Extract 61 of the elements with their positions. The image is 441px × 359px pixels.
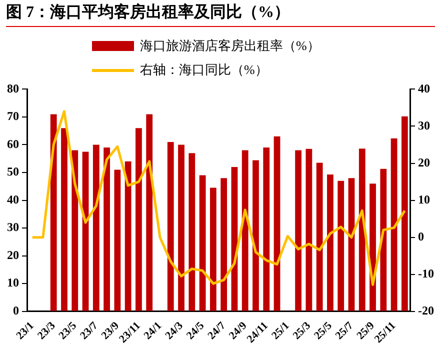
bar <box>348 178 355 311</box>
bar <box>390 138 398 311</box>
bar <box>188 153 196 311</box>
bar <box>50 114 57 311</box>
x-tick-label: 23/3 <box>35 319 58 342</box>
y2-tick-label: 20 <box>418 155 430 170</box>
bar <box>82 152 89 311</box>
x-tick-label: 25/5 <box>312 319 335 342</box>
y2-tick-label: 30 <box>418 118 430 132</box>
x-tick-label: 24/7 <box>206 319 228 342</box>
bar <box>61 128 68 311</box>
bar <box>220 178 228 311</box>
bar <box>104 148 110 311</box>
x-tick-label: 25/7 <box>333 319 356 342</box>
y-tick-label: 10 <box>7 276 19 290</box>
bar <box>72 150 78 311</box>
bar <box>263 148 270 311</box>
y-tick-label: 20 <box>7 248 19 262</box>
y-tick-label: 70 <box>7 109 19 124</box>
y-tick-label: 60 <box>7 136 19 151</box>
y-tick-label: 0 <box>13 303 19 318</box>
bar <box>146 114 153 311</box>
bar <box>380 168 387 311</box>
bar <box>199 175 206 311</box>
bar <box>210 188 216 311</box>
x-tick-label: 25/3 <box>290 319 314 342</box>
bar <box>306 148 312 311</box>
bar <box>167 142 174 311</box>
bar <box>327 174 334 311</box>
x-tick-label: 23/5 <box>56 319 80 342</box>
y2-tick-label: -10 <box>418 266 434 280</box>
legend-label: 右轴：海口同比（%） <box>140 61 268 79</box>
bar <box>358 148 366 311</box>
bar <box>242 150 248 311</box>
x-tick-label: 25/1 <box>269 320 292 342</box>
y-tick-label: 40 <box>7 192 19 206</box>
y2-tick-label: -20 <box>418 303 434 318</box>
x-tick-label: 24/1 <box>142 320 164 342</box>
bar <box>92 144 100 311</box>
bar <box>338 180 344 311</box>
bar <box>114 170 121 311</box>
y-tick-label: 80 <box>7 81 19 96</box>
legend-label: 海口旅游酒店客房出租率（%） <box>140 37 320 55</box>
y2-tick-label: 0 <box>418 229 424 244</box>
y2-tick-label: 40 <box>418 81 430 96</box>
bar <box>274 136 280 311</box>
y-tick-label: 50 <box>7 164 19 179</box>
x-tick-label: 24/5 <box>184 319 208 342</box>
x-tick-label: 23/7 <box>78 319 101 342</box>
bar <box>178 144 184 311</box>
bar <box>124 161 132 311</box>
x-tick-label: 23/1 <box>14 320 36 342</box>
chart-title: 图 7：海口平均客房出租率及同比（%） <box>6 2 435 27</box>
bar <box>252 160 259 311</box>
bar <box>295 150 302 311</box>
y-tick-label: 30 <box>7 220 19 234</box>
x-tick-label: 24/3 <box>163 319 186 342</box>
bar <box>136 128 142 311</box>
y2-tick-label: 10 <box>418 192 430 206</box>
bar <box>401 116 408 311</box>
bar <box>316 162 323 311</box>
